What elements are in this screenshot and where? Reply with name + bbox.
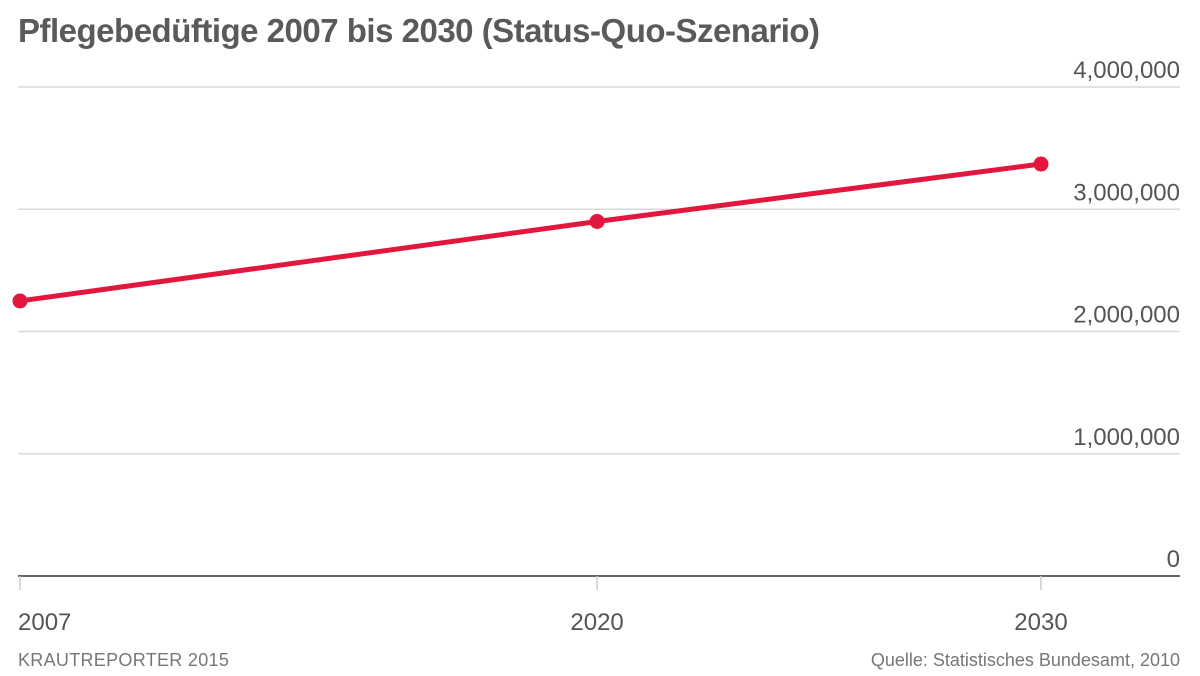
x-tick-label: 2007	[18, 609, 71, 636]
chart-title: Pflegebedüftige 2007 bis 2030 (Status-Qu…	[18, 12, 820, 49]
x-tick-label: 2030	[1014, 609, 1067, 636]
y-tick-label: 0	[1167, 546, 1180, 573]
data-point[interactable]	[589, 213, 605, 229]
grid-lines	[18, 86, 1180, 577]
series-line	[17, 161, 1044, 304]
credit-text: KRAUTREPORTER 2015	[18, 650, 230, 670]
data-point[interactable]	[1033, 156, 1049, 172]
y-tick-label: 2,000,000	[1073, 302, 1180, 329]
series	[12, 156, 1049, 309]
data-point[interactable]	[12, 293, 28, 309]
x-axis-ticks: 2007 2020 2030	[18, 576, 1068, 636]
y-tick-label: 4,000,000	[1073, 57, 1180, 84]
y-axis-tick-labels: 0 1,000,000 2,000,000 3,000,000 4,000,000	[1073, 57, 1180, 573]
y-tick-label: 1,000,000	[1073, 424, 1180, 451]
source-text: Quelle: Statistisches Bundesamt, 2010	[870, 650, 1180, 670]
x-tick-label: 2020	[570, 609, 623, 636]
y-tick-label: 3,000,000	[1073, 179, 1180, 206]
